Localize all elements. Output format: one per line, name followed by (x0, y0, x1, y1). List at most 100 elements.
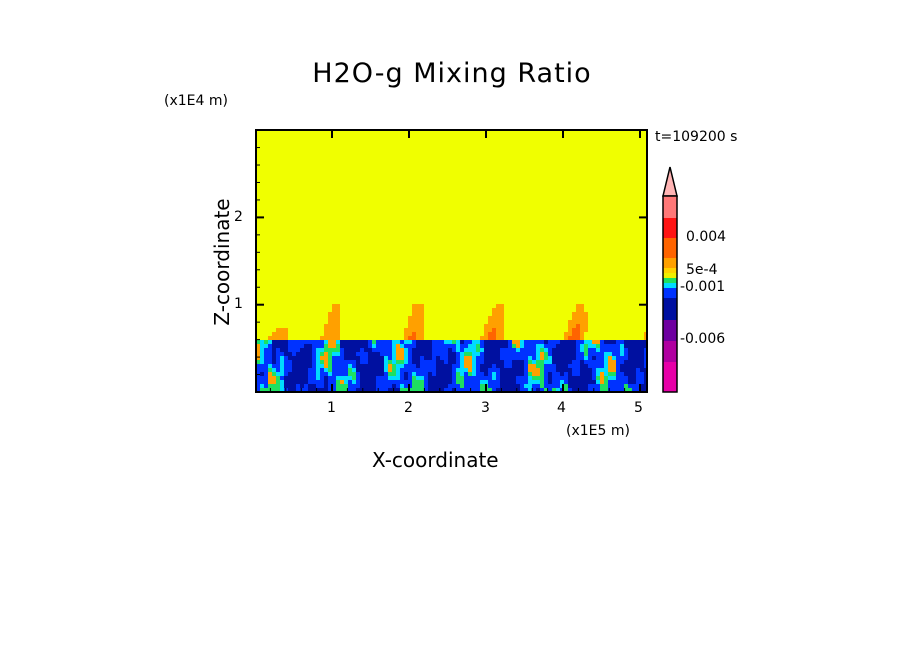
contour-cell (400, 364, 404, 368)
contour-cell (264, 388, 268, 392)
contour-cell (424, 356, 428, 360)
contour-cell (568, 328, 572, 332)
contour-cell (364, 384, 368, 388)
contour-cell (520, 348, 524, 352)
contour-cell (624, 380, 628, 384)
contour-cell (588, 368, 592, 372)
contour-cell (636, 376, 640, 380)
contour-cell (412, 388, 416, 392)
contour-cell (360, 380, 364, 384)
contour-cell (460, 364, 464, 368)
contour-cell (496, 328, 500, 332)
contour-cell (460, 340, 464, 344)
contour-cell (420, 308, 424, 312)
contour-cell (352, 360, 356, 364)
contour-cell (572, 328, 576, 332)
contour-cell (488, 388, 492, 392)
contour-cell (616, 344, 620, 348)
contour-cell (636, 364, 640, 368)
contour-cell (372, 368, 376, 372)
contour-cell (368, 356, 372, 360)
contour-cell (620, 356, 624, 360)
contour-cell (500, 384, 504, 388)
contour-cell (460, 352, 464, 356)
contour-cell (304, 364, 308, 368)
contour-cell (332, 360, 336, 364)
contour-cell (340, 352, 344, 356)
contour-cell (340, 364, 344, 368)
contour-cell (576, 384, 580, 388)
contour-cell (412, 352, 416, 356)
contour-cell (520, 376, 524, 380)
contour-cell (572, 372, 576, 376)
contour-cell (612, 376, 616, 380)
contour-cell (284, 368, 288, 372)
contour-cell (560, 364, 564, 368)
contour-cell (600, 384, 604, 388)
contour-cell (424, 384, 428, 388)
contour-cell (496, 356, 500, 360)
contour-cell (500, 360, 504, 364)
contour-cell (560, 348, 564, 352)
contour-cell (492, 360, 496, 364)
contour-cell (432, 380, 436, 384)
contour-cell (500, 316, 504, 320)
contour-cell (572, 364, 576, 368)
contour-cell (432, 384, 436, 388)
contour-cell (364, 380, 368, 384)
contour-cell (336, 316, 340, 320)
contour-cell (324, 356, 328, 360)
contour-cell (524, 372, 528, 376)
contour-cell (452, 348, 456, 352)
contour-cell (556, 388, 560, 392)
contour-cell (360, 372, 364, 376)
contour-cell (484, 368, 488, 372)
contour-cell (272, 384, 276, 388)
contour-cell (428, 376, 432, 380)
contour-cell (636, 352, 640, 356)
contour-cell (276, 344, 280, 348)
contour-cell (468, 352, 472, 356)
contour-cell (480, 360, 484, 364)
contour-cell (472, 384, 476, 388)
contour-cell (628, 340, 632, 344)
contour-cell (620, 348, 624, 352)
contour-cell (608, 360, 612, 364)
contour-cell (396, 388, 400, 392)
contour-cell (568, 372, 572, 376)
contour-cell (396, 368, 400, 372)
contour-cell (436, 356, 440, 360)
contour-cell (632, 364, 636, 368)
contour-cell (520, 352, 524, 356)
contour-cell (396, 360, 400, 364)
contour-cell (628, 344, 632, 348)
contour-cell (368, 360, 372, 364)
contour-cell (628, 352, 632, 356)
contour-cell (596, 372, 600, 376)
contour-cell (404, 360, 408, 364)
contour-cell (564, 336, 568, 340)
colorbar-label: -0.001 (680, 279, 726, 295)
contour-cell (256, 368, 260, 372)
contour-cell (328, 364, 332, 368)
contour-cell (564, 348, 568, 352)
contour-cell (336, 328, 340, 332)
contour-cell (484, 324, 488, 328)
contour-cell (580, 316, 584, 320)
contour-cell (300, 348, 304, 352)
contour-cell (364, 364, 368, 368)
contour-cell (580, 340, 584, 344)
contour-cell (608, 344, 612, 348)
contour-cell (444, 352, 448, 356)
contour-cell (492, 372, 496, 376)
contour-cell (268, 368, 272, 372)
contour-cell (316, 344, 320, 348)
contour-cell (296, 380, 300, 384)
contour-cell (336, 312, 340, 316)
contour-cell (464, 348, 468, 352)
contour-cell (388, 364, 392, 368)
contour-cell (508, 372, 512, 376)
contour-cell (556, 344, 560, 348)
contour-cell (624, 372, 628, 376)
contour-cell (296, 364, 300, 368)
